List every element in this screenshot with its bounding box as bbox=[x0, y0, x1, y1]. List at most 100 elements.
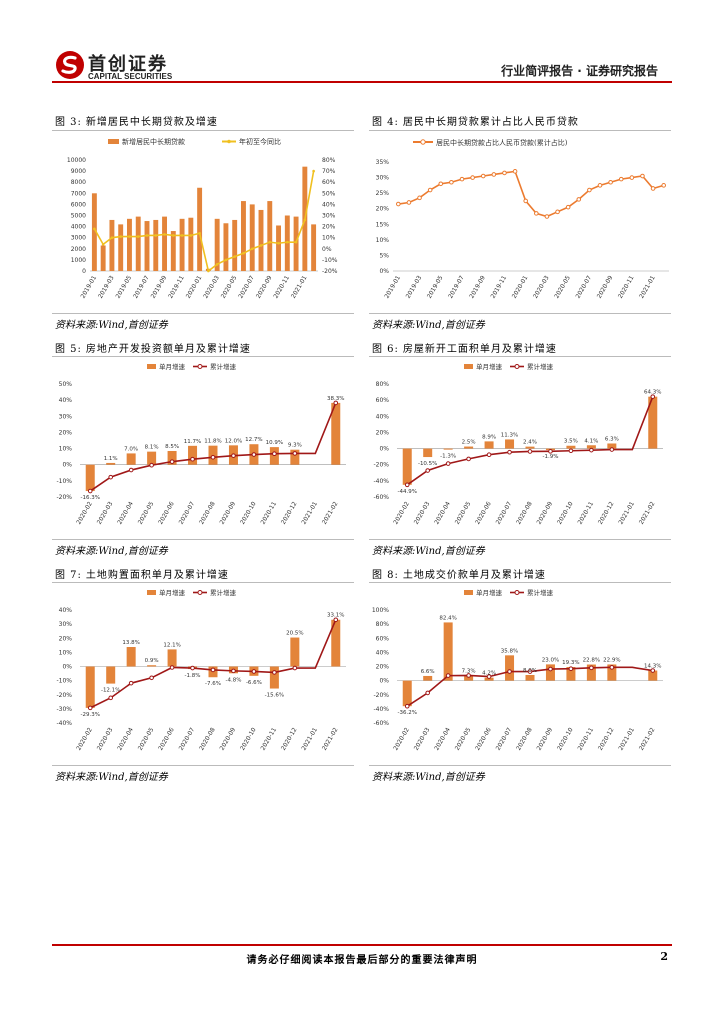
x-tick-label: 2020-03 bbox=[413, 500, 432, 525]
line-point bbox=[609, 665, 615, 670]
y-tick-label: 10% bbox=[59, 649, 73, 656]
line-point bbox=[534, 211, 539, 216]
bar bbox=[566, 666, 576, 681]
line-point bbox=[486, 452, 492, 458]
data-label: -10.5% bbox=[418, 461, 437, 467]
x-tick-label: 2020-07 bbox=[575, 274, 594, 299]
line-point bbox=[145, 234, 149, 237]
y-tick-label: 30% bbox=[59, 621, 73, 628]
bar bbox=[223, 223, 229, 271]
line-point bbox=[597, 183, 603, 188]
bar bbox=[607, 664, 617, 681]
x-tick-label: 2021-02 bbox=[638, 500, 657, 525]
line-point bbox=[507, 669, 512, 674]
bar bbox=[100, 245, 106, 271]
report-type: 行业简评报告 · 证券研究报告 bbox=[501, 64, 658, 78]
bar bbox=[214, 218, 220, 271]
x-tick-label: 2020-04 bbox=[116, 500, 135, 525]
data-label: 11.3% bbox=[501, 432, 518, 438]
x-tick-label: 2020-06 bbox=[157, 500, 176, 525]
data-label: -12.1% bbox=[101, 688, 120, 694]
line-point bbox=[523, 198, 528, 204]
line-point bbox=[169, 665, 175, 670]
line-point bbox=[233, 255, 236, 258]
line-point bbox=[231, 668, 236, 674]
line-point bbox=[128, 235, 131, 238]
data-label: -7.6% bbox=[205, 681, 221, 687]
y2-tick-label: 40% bbox=[322, 201, 336, 208]
line-point bbox=[417, 195, 422, 201]
x-tick-label: 2020-03 bbox=[96, 726, 115, 751]
line-point bbox=[629, 175, 635, 180]
x-tick-label: 2020-04 bbox=[433, 500, 452, 525]
legend-marker bbox=[514, 364, 520, 369]
line-point bbox=[466, 456, 471, 462]
x-tick-label: 2019-09 bbox=[150, 274, 169, 299]
figure-4-title: 图 4: 居民中长期贷款累计占比人民币贷款 bbox=[372, 117, 579, 128]
data-label: 82.4% bbox=[439, 615, 456, 621]
x-tick-label: 2020-07 bbox=[178, 500, 197, 525]
bar bbox=[85, 464, 95, 492]
figure-divider bbox=[369, 539, 671, 540]
line-point bbox=[215, 263, 219, 266]
line-point bbox=[406, 200, 412, 205]
x-tick-label: 2021-01 bbox=[300, 500, 319, 525]
bar bbox=[311, 224, 317, 271]
y-tick-label: 0% bbox=[62, 462, 72, 469]
line-point bbox=[425, 468, 430, 473]
line-point bbox=[154, 234, 158, 237]
figure-7-source: 资料来源:Wind,首创证券 bbox=[55, 772, 168, 783]
line-point bbox=[404, 482, 410, 488]
legend-swatch-bar bbox=[464, 364, 473, 369]
y-tick-label: 0 bbox=[82, 268, 86, 275]
data-label: 2.4% bbox=[523, 440, 537, 446]
x-tick-label: 2019-01 bbox=[80, 274, 99, 299]
data-label: 7.3% bbox=[462, 668, 476, 674]
bar bbox=[290, 637, 300, 667]
line-point bbox=[110, 236, 114, 239]
line-point bbox=[259, 244, 263, 247]
x-tick-label: 2020-11 bbox=[577, 500, 596, 525]
line-point bbox=[576, 197, 582, 202]
x-tick-label: 2020-12 bbox=[597, 726, 616, 751]
bar bbox=[106, 666, 116, 684]
bar bbox=[126, 453, 136, 465]
y-tick-label: -40% bbox=[373, 478, 389, 485]
figure-7-chart: 单月增速 累计增速 -40% -30% -20% -10% 0% 10% 20% 30% 40% -2… bbox=[56, 588, 346, 752]
y-tick-label: 40% bbox=[376, 649, 390, 656]
legend-swatch-bar bbox=[108, 139, 119, 144]
data-label: 4.2% bbox=[482, 671, 496, 677]
line-point bbox=[589, 665, 594, 671]
x-tick-label: 2020-10 bbox=[556, 500, 575, 525]
bar bbox=[586, 445, 596, 449]
line-point bbox=[169, 459, 175, 464]
line-point bbox=[268, 240, 272, 244]
bar bbox=[197, 187, 203, 271]
bar bbox=[505, 655, 515, 681]
bar bbox=[443, 448, 453, 450]
line-point bbox=[292, 665, 298, 671]
x-tick-label: 2020-09 bbox=[536, 726, 555, 751]
line-point bbox=[544, 214, 550, 219]
x-tick-label: 2020-02 bbox=[75, 500, 94, 525]
bar bbox=[276, 225, 281, 271]
figure-divider bbox=[369, 356, 671, 357]
line-point bbox=[396, 201, 401, 207]
data-label: 4.1% bbox=[584, 438, 598, 444]
y-tick-label: 40% bbox=[376, 413, 390, 420]
bar bbox=[167, 450, 177, 465]
line-point bbox=[198, 231, 201, 235]
data-label: -4.8% bbox=[225, 677, 241, 683]
page-number: 2 bbox=[660, 950, 668, 963]
x-tick-label: 2019-07 bbox=[447, 274, 466, 299]
figure-3-chart: 新增居民中长期贷款 年初至今同比 0 1000 2000 3000 4000 5000 6000… bbox=[67, 137, 338, 300]
figure-divider bbox=[52, 539, 354, 540]
legend-label: 单月增速 bbox=[476, 362, 503, 371]
y-tick-label: 20% bbox=[376, 664, 390, 671]
x-tick-label: 2020-03 bbox=[202, 274, 221, 299]
legend-label: 累计增速 bbox=[527, 362, 554, 371]
x-tick-label: 2020-12 bbox=[597, 500, 616, 525]
data-label: -36.2% bbox=[397, 710, 416, 716]
data-label: 22.9% bbox=[603, 657, 620, 663]
capital-securities-logo-icon bbox=[56, 51, 84, 79]
